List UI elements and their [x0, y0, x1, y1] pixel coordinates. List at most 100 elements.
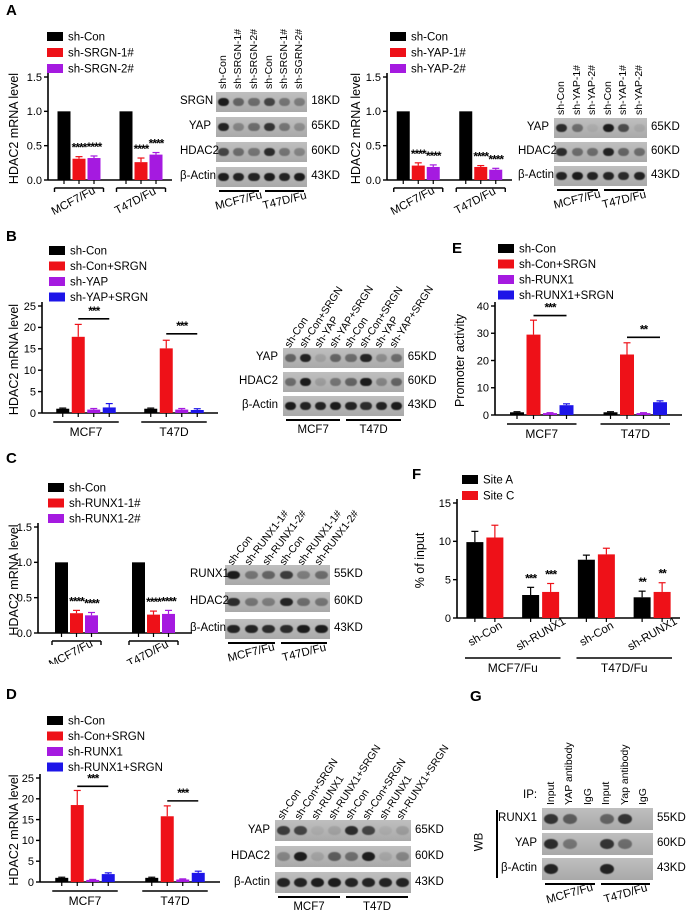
antibody-label: RUNX1 — [190, 568, 229, 580]
blot-strip — [225, 619, 330, 639]
protein-band — [556, 123, 568, 133]
protein-band — [233, 122, 245, 132]
antibody-label: YAP — [247, 823, 270, 836]
protein-band — [362, 852, 375, 861]
lane-label: IgG — [581, 788, 594, 805]
protein-band — [599, 839, 614, 849]
x-category-label: MCF7/Fu — [389, 185, 437, 218]
protein-band — [278, 122, 290, 132]
bar — [86, 879, 100, 882]
panel-letter-d: D — [6, 686, 17, 703]
antibody-label: β-Actin — [233, 875, 270, 888]
x-category-label: sh-RUNX1 — [626, 615, 680, 653]
bar — [396, 111, 410, 180]
legend-label: sh-RUNX1+SRGN — [68, 762, 163, 774]
y-tick-label: 1.0 — [366, 106, 381, 118]
legend-swatch — [49, 277, 65, 286]
significance-stars: **** — [84, 597, 100, 611]
significance-stars: **** — [488, 152, 504, 166]
lane-label: Input — [600, 781, 613, 805]
protein-band — [248, 172, 260, 182]
antibody-label: β-Actin — [518, 169, 555, 181]
bar — [56, 408, 70, 413]
protein-band — [248, 97, 260, 107]
significance-stars: ** — [658, 567, 667, 581]
blot-strip — [225, 565, 330, 585]
protein-band — [284, 401, 297, 411]
significance-stars: *** — [545, 568, 557, 582]
protein-band — [328, 852, 341, 861]
group-underline — [557, 189, 598, 191]
protein-band — [293, 122, 306, 132]
lane-label: IgG — [637, 788, 650, 805]
blot-strip — [225, 592, 330, 612]
bar — [134, 162, 148, 180]
bar — [70, 805, 84, 882]
bar — [87, 409, 101, 413]
bar — [119, 111, 133, 180]
antibody-label: HDAC2 — [518, 145, 557, 157]
protein-band — [328, 878, 341, 887]
group-underline — [346, 896, 408, 898]
panel-d-western-blot: sh-Con sh-Con+SRGN sh-RUNX1 sh-RUNX1+SRGN sh… — [228, 690, 468, 920]
bar — [474, 166, 488, 180]
protein-band — [284, 353, 297, 363]
protein-band — [360, 353, 372, 363]
protein-band — [544, 839, 559, 849]
protein-band — [396, 826, 409, 835]
antibody-label: YAP — [188, 120, 211, 132]
legend-label: sh-RUNX1-1# — [69, 498, 141, 510]
protein-band — [618, 147, 630, 157]
cell-line-label: MCF7 — [297, 424, 329, 436]
protein-band — [262, 597, 276, 607]
y-tick-label: 15 — [24, 344, 36, 356]
protein-band — [217, 97, 230, 107]
protein-band — [263, 147, 275, 157]
protein-band — [571, 123, 583, 133]
protein-band — [328, 826, 341, 835]
protein-band — [294, 852, 307, 861]
protein-band — [602, 171, 614, 181]
lane-label: Yap antibody — [618, 744, 631, 805]
panel-a-left-western-blot: sh-Con sh-SRGN-1# sh-SRGN-2# sh-Con sh-SRGN-… — [180, 6, 354, 228]
panel-a-left-bar-chart-svg: 0.0 0.5 1.0 1.5 HDAC2 mRNA level MCF7/Fu T47D/… — [7, 32, 172, 218]
x-category-label: MCF7/Fu — [50, 185, 98, 218]
protein-band — [633, 123, 645, 133]
bar — [633, 597, 651, 618]
group-underline — [346, 419, 401, 421]
bar — [87, 158, 101, 180]
bar — [653, 402, 667, 415]
antibody-label: HDAC2 — [180, 145, 219, 157]
protein-band — [294, 826, 307, 835]
protein-band — [396, 852, 409, 861]
molecular-weight-label: 18KD — [311, 95, 340, 107]
y-axis-label: HDAC2 mRNA level — [7, 774, 21, 885]
legend-label: sh-Con+SRGN — [70, 261, 147, 273]
legend-swatch — [48, 483, 64, 492]
significance-stars: *** — [87, 771, 99, 785]
molecular-weight-label: 43KD — [415, 875, 444, 888]
bar — [57, 111, 71, 180]
protein-band — [227, 597, 241, 607]
bar — [542, 591, 560, 618]
group-underline — [278, 896, 340, 898]
protein-band — [330, 377, 342, 387]
group-underline — [280, 642, 327, 644]
legend-swatch — [47, 716, 63, 725]
molecular-weight-label: 65KD — [651, 121, 680, 133]
y-tick-label: 0.0 — [366, 175, 381, 187]
lane-label: Input — [544, 781, 557, 805]
protein-band — [284, 377, 297, 387]
protein-band — [556, 147, 568, 157]
panel-letter-f: F — [412, 466, 422, 483]
molecular-weight-label: 60KD — [407, 375, 437, 387]
y-axis-label: HDAC2 mRNA level — [7, 524, 21, 635]
x-category-label: T47D — [160, 894, 190, 908]
protein-band — [379, 826, 392, 835]
legend-label: sh-YAP+SRGN — [70, 292, 148, 304]
bar — [426, 166, 440, 180]
panel-c-western-blot: sh-Con sh-RUNX1-1# sh-RUNX1-2# sh-Con sh-RUN… — [190, 452, 442, 666]
antibody-label: HDAC2 — [239, 375, 278, 387]
protein-band — [362, 878, 375, 887]
